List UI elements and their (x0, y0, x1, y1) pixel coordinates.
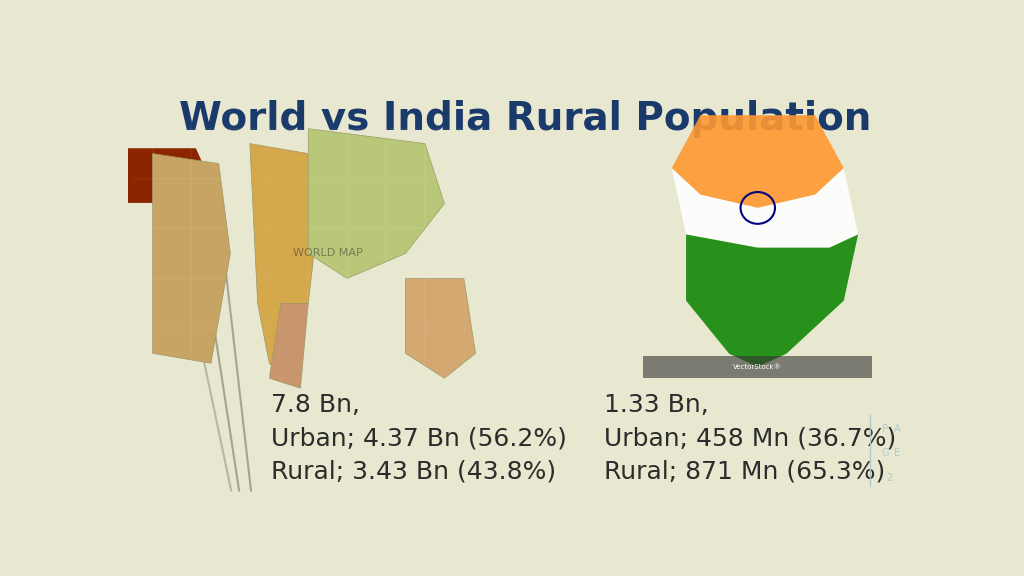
Text: Urban; 458 Mn (36.7%): Urban; 458 Mn (36.7%) (604, 426, 896, 450)
Polygon shape (406, 278, 475, 378)
Text: Urban; 4.37 Bn (56.2%): Urban; 4.37 Bn (56.2%) (270, 426, 566, 450)
Text: 1.33 Bn,: 1.33 Bn, (604, 393, 709, 417)
Text: E: E (894, 448, 900, 458)
Text: 7.8 Bn,: 7.8 Bn, (270, 393, 359, 417)
Text: VectorStock®: VectorStock® (733, 364, 782, 370)
Polygon shape (128, 149, 207, 202)
Polygon shape (686, 234, 858, 367)
Text: Rural; 3.43 Bn (43.8%): Rural; 3.43 Bn (43.8%) (270, 460, 556, 483)
Text: A: A (894, 424, 900, 434)
Bar (643, 357, 872, 377)
Polygon shape (250, 143, 319, 378)
Text: G: G (882, 448, 890, 458)
Text: P: P (882, 424, 888, 434)
Text: Rural; 871 Mn (65.3%): Rural; 871 Mn (65.3%) (604, 460, 886, 483)
Text: WORLD MAP: WORLD MAP (293, 248, 362, 259)
Polygon shape (672, 115, 844, 208)
Text: 2: 2 (886, 473, 892, 483)
Text: World vs India Rural Population: World vs India Rural Population (178, 100, 871, 138)
Polygon shape (153, 154, 230, 363)
Polygon shape (269, 304, 308, 388)
Polygon shape (308, 128, 444, 278)
Polygon shape (672, 168, 858, 248)
